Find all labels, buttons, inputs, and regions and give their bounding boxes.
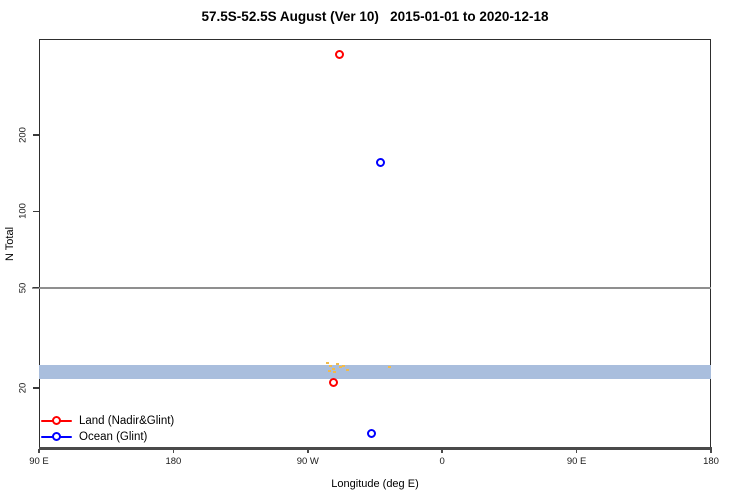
glint-speck	[325, 361, 329, 364]
glint-speck	[328, 364, 332, 367]
legend-item-ocean: Ocean (Glint)	[41, 429, 174, 445]
glint-speck	[341, 364, 345, 367]
x-axis-tick	[441, 449, 443, 453]
chart-title: 57.5S-52.5S August (Ver 10) 2015-01-01 t…	[201, 9, 549, 24]
x-axis-tick-label: 90 E	[566, 456, 587, 467]
highlight-band	[39, 365, 711, 380]
x-axis-tick	[172, 449, 175, 453]
data-point-land	[335, 50, 344, 60]
glint-speck	[335, 363, 339, 366]
x-axis-tick	[575, 449, 578, 453]
x-axis-tick-label: 180	[165, 456, 182, 467]
legend-ocean-marker-icon	[41, 432, 72, 442]
y-axis-tick	[33, 286, 39, 289]
x-axis-tick-label: 90 E	[29, 456, 49, 467]
glint-speck	[387, 365, 391, 368]
data-point-land	[329, 377, 339, 387]
legend-item-land: Land (Nadir&Glint)	[41, 413, 174, 429]
legend-land-marker-icon	[41, 416, 72, 426]
x-axis-tick	[307, 449, 309, 453]
legend-land-circle-icon	[51, 416, 61, 426]
y-axis-tick	[33, 134, 39, 136]
y-axis-tick	[33, 387, 39, 389]
glint-speck	[327, 369, 331, 372]
x-axis-tick-label: 90 W	[296, 456, 319, 467]
data-point-ocean	[367, 428, 377, 438]
legend-ocean-circle-icon	[51, 432, 61, 442]
x-axis-tick	[38, 449, 40, 453]
glint-speck	[333, 370, 337, 373]
glint-speck	[346, 369, 350, 371]
glint-speck	[338, 365, 342, 368]
x-axis-tick	[710, 449, 712, 453]
y-axis-tick-label: 20	[17, 382, 29, 394]
reference-line-50	[32, 286, 711, 289]
plot-area	[39, 39, 711, 449]
y-axis-tick	[33, 210, 39, 213]
legend: Land (Nadir&Glint) Ocean (Glint)	[41, 413, 174, 445]
x-axis-tick-label: 180	[703, 456, 719, 467]
data-point-ocean	[376, 158, 386, 168]
legend-ocean-label: Ocean (Glint)	[79, 431, 148, 443]
y-axis-tick-label: 200	[17, 127, 29, 144]
glint-speck	[331, 368, 335, 371]
x-axis-tick-label: 0	[439, 456, 445, 467]
y-axis-tick-label: 50	[17, 282, 29, 293]
y-axis-label: N Total	[4, 226, 16, 262]
y-axis-tick-label: 100	[17, 203, 29, 220]
legend-land-label: Land (Nadir&Glint)	[79, 415, 175, 427]
x-axis-label: Longitude (deg E)	[331, 478, 419, 490]
x-axis-line	[39, 447, 712, 450]
